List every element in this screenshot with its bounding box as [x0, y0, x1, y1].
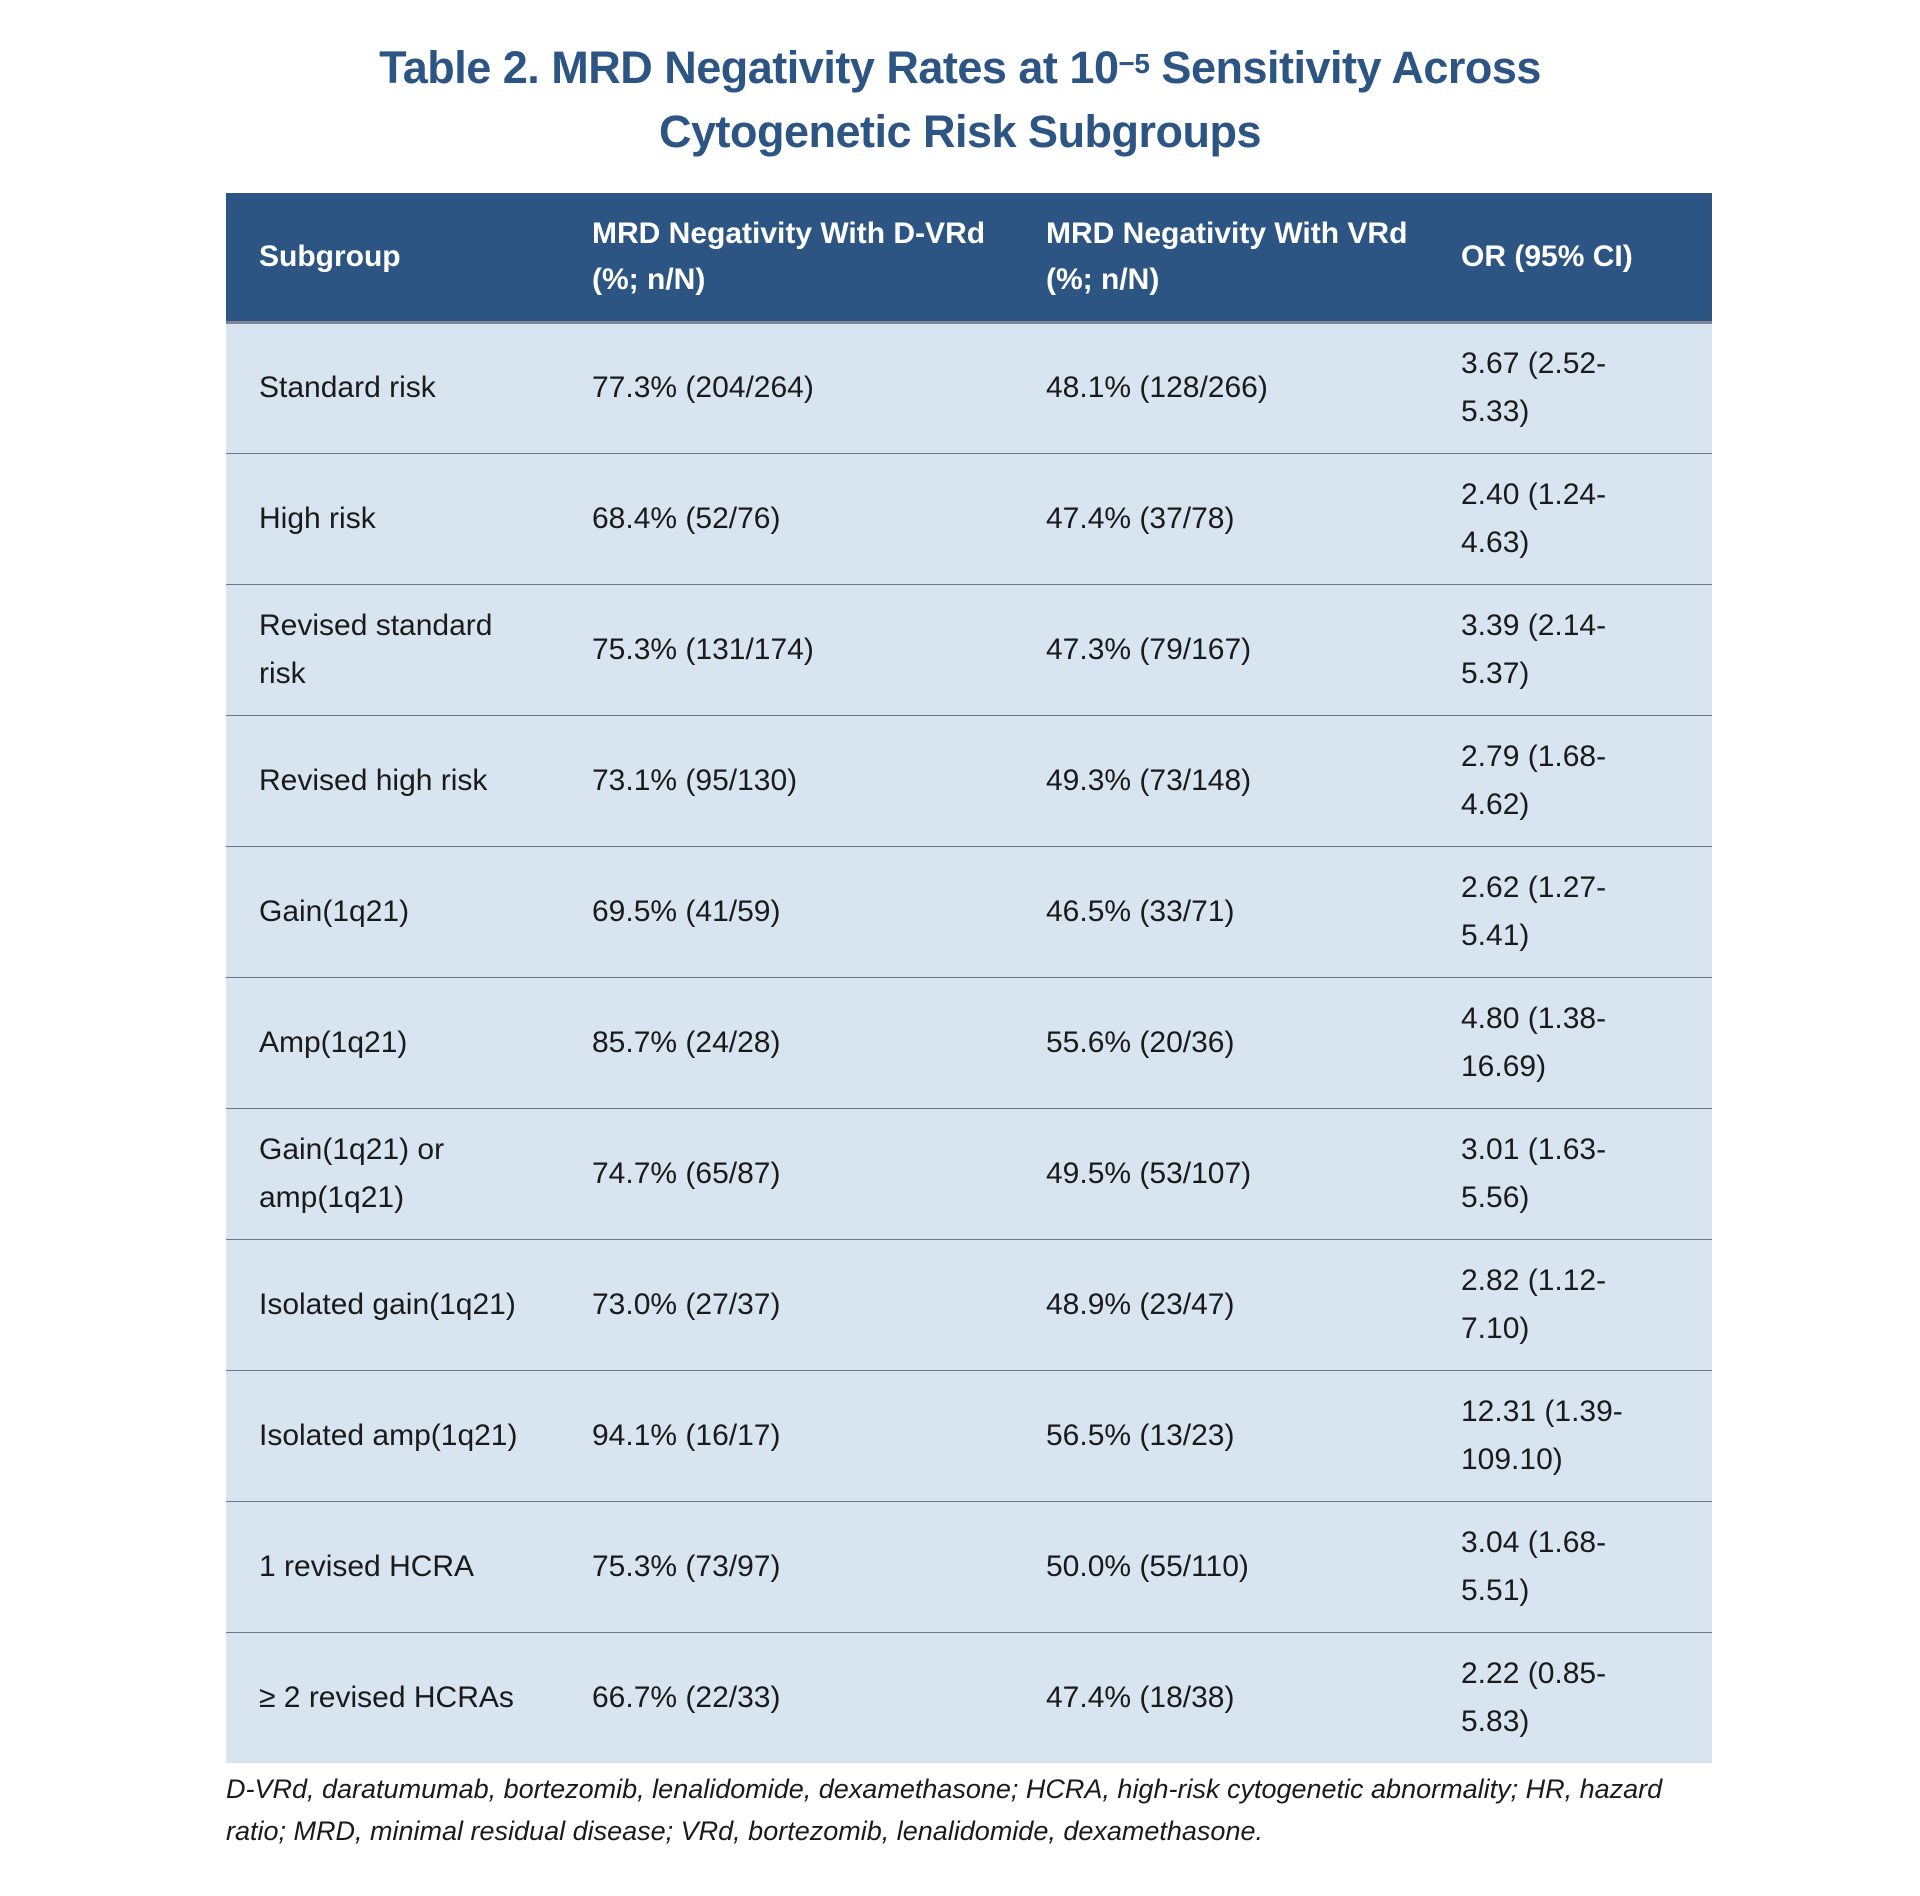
cell-dvrd: 75.3% (73/97) [559, 1501, 1013, 1633]
cell-subgroup: 1 revised HCRA [226, 1501, 559, 1633]
cell-or: 3.67 (2.52-5.33) [1445, 322, 1712, 454]
cell-subgroup: Amp(1q21) [226, 977, 559, 1109]
cell-vrd: 56.5% (13/23) [1013, 1370, 1445, 1502]
table-title-line-1: Table 2. MRD Negativity Rates at 10−5 Se… [379, 42, 1541, 93]
cell-dvrd: 69.5% (41/59) [559, 846, 1013, 978]
cell-dvrd: 66.7% (22/33) [559, 1632, 1013, 1763]
cell-or: 2.62 (1.27-5.41) [1445, 846, 1712, 978]
table-row: Gain(1q21) or amp(1q21) 74.7% (65/87) 49… [226, 1108, 1712, 1240]
cell-dvrd: 73.1% (95/130) [559, 715, 1013, 847]
table-row: Standard risk 77.3% (204/264) 48.1% (128… [226, 322, 1712, 454]
table-row: Revised high risk 73.1% (95/130) 49.3% (… [226, 715, 1712, 847]
cell-vrd: 47.4% (18/38) [1013, 1632, 1445, 1763]
table-row: Gain(1q21) 69.5% (41/59) 46.5% (33/71) 2… [226, 846, 1712, 978]
cell-dvrd: 74.7% (65/87) [559, 1108, 1013, 1240]
table-row: Revised standard risk 75.3% (131/174) 47… [226, 584, 1712, 716]
cell-subgroup: Gain(1q21) [226, 846, 559, 978]
cell-vrd: 55.6% (20/36) [1013, 977, 1445, 1109]
sensitivity-exponent: −5 [1118, 48, 1150, 79]
cell-dvrd: 85.7% (24/28) [559, 977, 1013, 1109]
cell-or: 4.80 (1.38-16.69) [1445, 977, 1712, 1109]
cell-dvrd: 77.3% (204/264) [559, 322, 1013, 454]
cell-vrd: 47.3% (79/167) [1013, 584, 1445, 716]
cell-dvrd: 68.4% (52/76) [559, 453, 1013, 585]
cell-vrd: 48.1% (128/266) [1013, 322, 1445, 454]
header-subgroup: Subgroup [226, 193, 559, 324]
cell-subgroup: Isolated amp(1q21) [226, 1370, 559, 1502]
cell-or: 2.22 (0.85-5.83) [1445, 1632, 1712, 1763]
cell-vrd: 47.4% (37/78) [1013, 453, 1445, 585]
cell-or: 2.40 (1.24-4.63) [1445, 453, 1712, 585]
cell-subgroup: Isolated gain(1q21) [226, 1239, 559, 1371]
table-row: Isolated amp(1q21) 94.1% (16/17) 56.5% (… [226, 1370, 1712, 1502]
cell-subgroup: ≥ 2 revised HCRAs [226, 1632, 559, 1763]
table-row: Amp(1q21) 85.7% (24/28) 55.6% (20/36) 4.… [226, 977, 1712, 1109]
cell-dvrd: 73.0% (27/37) [559, 1239, 1013, 1371]
cell-or: 2.82 (1.12-7.10) [1445, 1239, 1712, 1371]
table-row: Isolated gain(1q21) 73.0% (27/37) 48.9% … [226, 1239, 1712, 1371]
cell-subgroup: Revised high risk [226, 715, 559, 847]
table-footnote: D-VRd, daratumumab, bortezomib, lenalido… [226, 1774, 1663, 1846]
header-vrd: MRD Negativity With VRd (%; n/N) [1013, 193, 1445, 324]
header-or: OR (95% CI) [1445, 193, 1712, 324]
table-title: Table 2. MRD Negativity Rates at 10−5 Se… [0, 36, 1920, 164]
cell-or: 3.39 (2.14-5.37) [1445, 584, 1712, 716]
cell-or: 12.31 (1.39-109.10) [1445, 1370, 1712, 1502]
table-header-row: Subgroup MRD Negativity With D-VRd (%; n… [226, 193, 1712, 324]
cell-dvrd: 94.1% (16/17) [559, 1370, 1013, 1502]
cell-dvrd: 75.3% (131/174) [559, 584, 1013, 716]
header-dvrd: MRD Negativity With D-VRd (%; n/N) [559, 193, 1013, 324]
cell-vrd: 49.5% (53/107) [1013, 1108, 1445, 1240]
table-row: ≥ 2 revised HCRAs 66.7% (22/33) 47.4% (1… [226, 1632, 1712, 1763]
table-row: 1 revised HCRA 75.3% (73/97) 50.0% (55/1… [226, 1501, 1712, 1633]
table-title-line-2: Cytogenetic Risk Subgroups [658, 106, 1262, 157]
cell-vrd: 46.5% (33/71) [1013, 846, 1445, 978]
cell-or: 3.01 (1.63-5.56) [1445, 1108, 1712, 1240]
cell-vrd: 50.0% (55/110) [1013, 1501, 1445, 1633]
cell-subgroup: High risk [226, 453, 559, 585]
cell-subgroup: Standard risk [226, 322, 559, 454]
cell-vrd: 48.9% (23/47) [1013, 1239, 1445, 1371]
table-row: High risk 68.4% (52/76) 47.4% (37/78) 2.… [226, 453, 1712, 585]
cell-or: 2.79 (1.68-4.62) [1445, 715, 1712, 847]
mrd-negativity-table: Subgroup MRD Negativity With D-VRd (%; n… [226, 193, 1712, 1763]
cell-subgroup: Gain(1q21) or amp(1q21) [226, 1108, 559, 1240]
cell-subgroup: Revised standard risk [226, 584, 559, 716]
cell-or: 3.04 (1.68-5.51) [1445, 1501, 1712, 1633]
cell-vrd: 49.3% (73/148) [1013, 715, 1445, 847]
